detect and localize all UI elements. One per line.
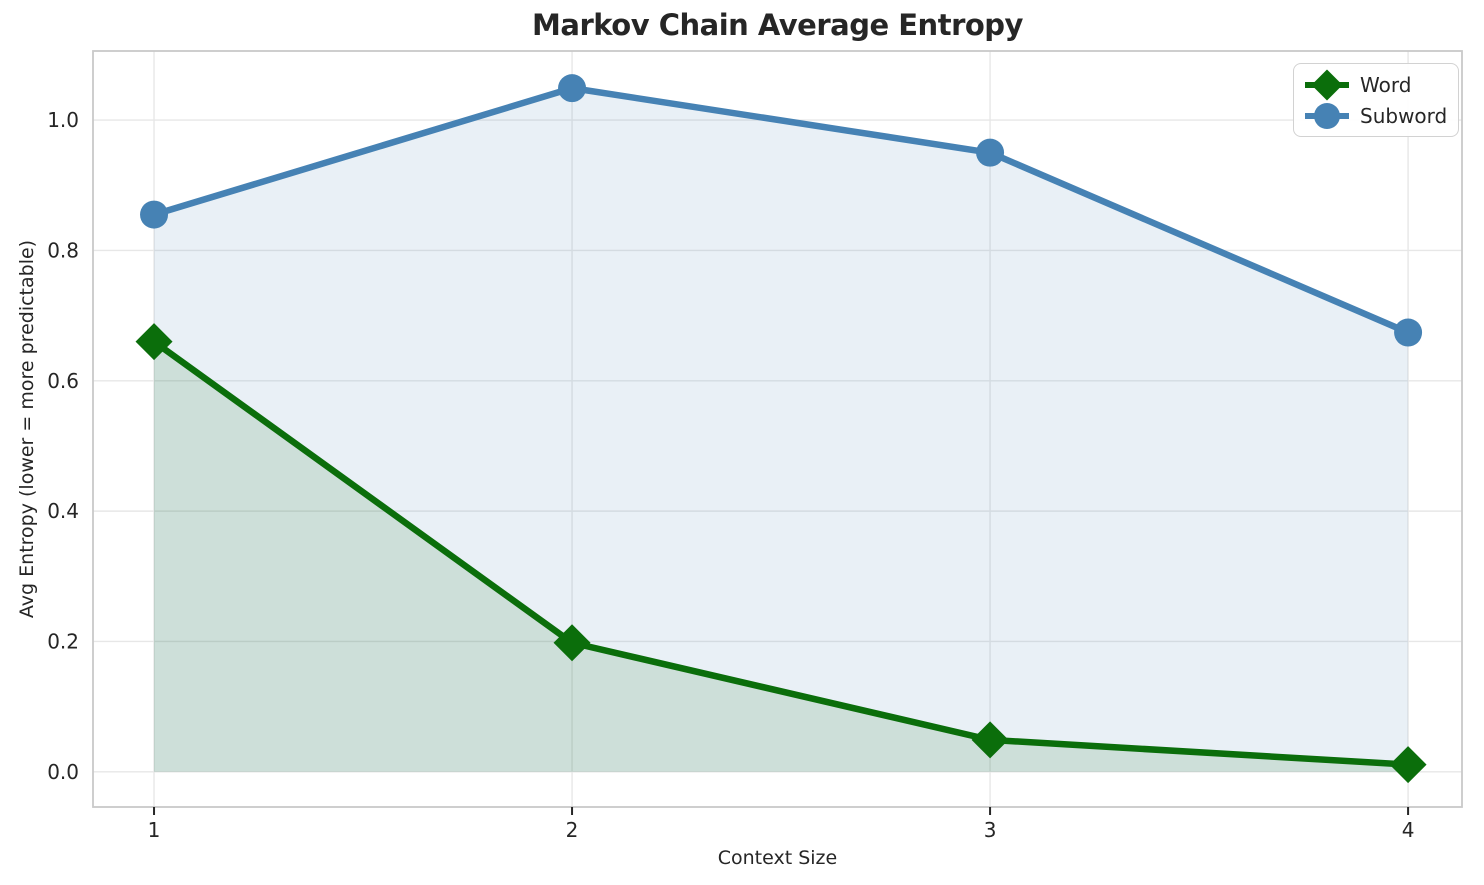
- y-axis-label: Avg Entropy (lower = more predictable): [16, 239, 38, 619]
- word-marker-diamond: [1389, 746, 1427, 784]
- chart-title: Markov Chain Average Entropy: [532, 8, 1023, 42]
- plot-background: [93, 51, 1462, 807]
- subword-marker-circle: [976, 138, 1005, 167]
- y-tick-label: 0.4: [47, 499, 79, 523]
- legend-label-word: Word: [1360, 72, 1412, 97]
- plot-border: [92, 50, 1463, 808]
- legend-label-subword: Subword: [1360, 103, 1448, 128]
- subword-marker-circle: [140, 200, 169, 229]
- x-tick-label: 4: [1402, 818, 1415, 842]
- word-marker-diamond: [553, 624, 591, 662]
- y-tick-label: 0.8: [47, 238, 79, 262]
- word-fill-area: [154, 341, 1409, 772]
- word-marker-diamond: [135, 323, 173, 361]
- word-series-line: [150, 338, 1412, 768]
- y-tick-label: 0.6: [47, 369, 79, 393]
- legend: Word Subword: [1293, 63, 1459, 137]
- subword-fill-area: [154, 88, 1409, 772]
- legend-item-subword: Subword: [1304, 100, 1448, 131]
- y-tick-label: 1.0: [47, 108, 79, 132]
- x-tick-label: 2: [566, 818, 579, 842]
- word-legend-marker-icon: [1305, 69, 1349, 100]
- subword-series-line: [150, 84, 1412, 336]
- x-axis-label: Context Size: [717, 847, 838, 869]
- legend-item-word: Word: [1304, 69, 1448, 100]
- subword-legend-marker-icon: [1305, 102, 1349, 129]
- word-marker-diamond: [971, 721, 1009, 759]
- x-tick-label: 1: [148, 818, 161, 842]
- subword-marker-circle: [1394, 318, 1423, 347]
- y-tick-label: 0.0: [47, 760, 79, 784]
- subword-marker-circle: [558, 74, 587, 103]
- x-tick-label: 3: [984, 818, 997, 842]
- y-tick-label: 0.2: [47, 629, 79, 653]
